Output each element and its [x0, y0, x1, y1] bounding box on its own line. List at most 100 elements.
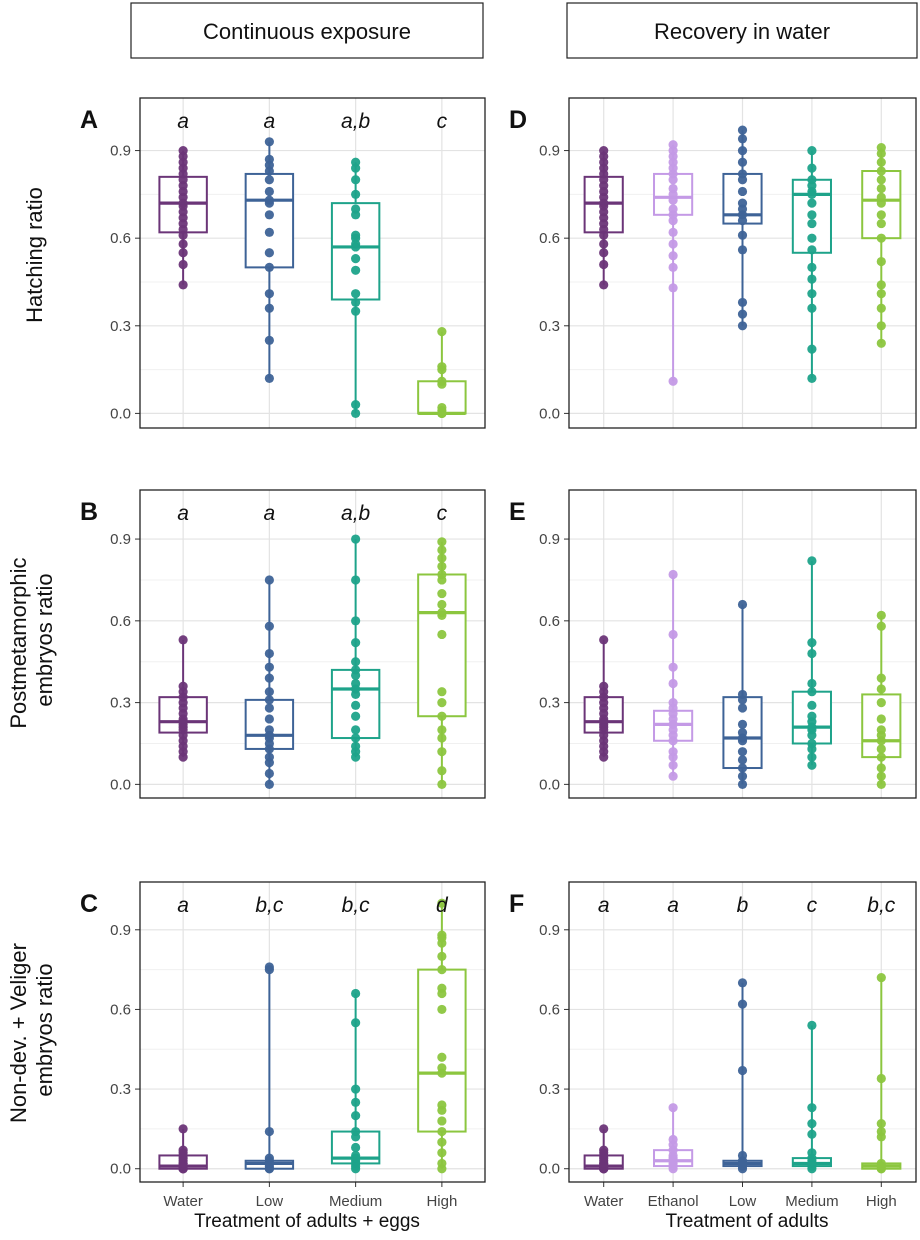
data-point [737, 230, 748, 240]
data-point [264, 303, 274, 313]
y-tick-label: 0.3 [110, 318, 131, 335]
data-point [876, 289, 886, 299]
data-point [264, 262, 274, 272]
y-tick-label: 0.0 [110, 405, 131, 422]
x-tick-label: Low [256, 1193, 284, 1210]
data-point [264, 768, 274, 779]
panel-E: 0.0 0.3 0.6 0.9 E [509, 489, 917, 799]
y-tick-label: 0.9 [110, 531, 131, 548]
data-point [876, 256, 886, 267]
data-point [668, 771, 678, 781]
panels: 0.00.30.60.9a a a,b cA0.00.30.60.9D0.00.30.… [80, 97, 917, 1210]
data-point [876, 779, 886, 789]
data-point [437, 951, 447, 961]
significance-letter: c [437, 110, 448, 133]
panel-letter: F [509, 890, 524, 918]
y-tick-label: 0.0 [539, 405, 560, 422]
data-point [264, 175, 274, 185]
data-point [264, 335, 274, 345]
data-point [437, 965, 447, 975]
panel-letter: C [80, 890, 98, 918]
y-tick-label: 0.6 [539, 1001, 560, 1018]
group-high: d High [417, 894, 467, 1210]
data-point [876, 972, 886, 983]
significance-letter: a,b [341, 110, 371, 133]
panel-A: 0.0 0.3 0.6 0.9 a a a,b c A [80, 97, 486, 429]
data-point [737, 297, 748, 308]
group-low [722, 599, 763, 789]
data-point [737, 771, 748, 781]
data-point [178, 239, 188, 249]
data-point [437, 599, 447, 610]
data-point [264, 248, 274, 258]
data-point [737, 719, 748, 730]
data-point [807, 760, 817, 770]
data-point [807, 711, 817, 721]
data-point [599, 248, 609, 258]
data-point [437, 766, 447, 776]
panel-B: 0.0 0.3 0.6 0.9 a a a,b c B [80, 489, 486, 799]
data-point [351, 988, 361, 999]
x-title-right: Treatment of adults [666, 1211, 829, 1232]
data-point [876, 610, 886, 620]
group-medium: b,c Medium [329, 894, 382, 1210]
significance-letter: b,c [867, 894, 896, 917]
data-point [264, 703, 274, 713]
data-point [876, 175, 886, 185]
group-water [583, 145, 624, 290]
data-point [876, 744, 886, 754]
data-point [807, 210, 817, 220]
data-point [437, 362, 447, 372]
data-point [807, 303, 817, 313]
data-point [807, 1118, 817, 1129]
y-tick-label: 0.6 [539, 613, 560, 630]
data-point [437, 1052, 447, 1062]
y-tick-label: 0.3 [539, 318, 560, 335]
data-point [876, 280, 886, 290]
data-point [737, 763, 748, 773]
significance-letter: a [264, 110, 276, 133]
data-point [668, 698, 678, 708]
data-point [668, 283, 678, 293]
data-point [437, 898, 447, 908]
group-low [722, 125, 763, 331]
data-point [807, 163, 817, 173]
data-point [351, 175, 361, 185]
group-water: a Water [158, 894, 208, 1210]
data-point [876, 183, 886, 194]
panel-D: 0.0 0.3 0.6 0.9 D [509, 97, 917, 429]
plot-frame [139, 489, 486, 799]
data-point [437, 779, 447, 789]
data-point [807, 373, 817, 383]
data-point [737, 747, 748, 757]
group-water [583, 635, 624, 762]
data-point [737, 978, 748, 988]
data-point [437, 711, 447, 721]
data-point [737, 186, 748, 197]
data-point [668, 251, 678, 261]
data-point [807, 1020, 817, 1030]
data-point [437, 1100, 447, 1110]
group-water: a Water [583, 894, 624, 1210]
group-ethanol [653, 569, 694, 781]
data-point [437, 545, 447, 555]
data-point [807, 700, 817, 710]
data-point [668, 140, 678, 150]
data-point [437, 747, 447, 757]
data-point [351, 189, 361, 199]
data-point [876, 303, 886, 313]
data-point [668, 204, 678, 214]
data-point [264, 725, 274, 735]
data-point [437, 930, 447, 940]
data-point [264, 714, 274, 724]
data-point [437, 983, 447, 993]
data-point [351, 1018, 361, 1028]
data-point [264, 621, 274, 631]
data-point [351, 306, 361, 316]
significance-letter: c [437, 502, 448, 525]
data-point [876, 763, 886, 773]
plot-frame [139, 97, 486, 429]
data-point [178, 635, 188, 645]
group-low: a [244, 110, 295, 383]
y-tick-label: 0.9 [110, 922, 131, 939]
